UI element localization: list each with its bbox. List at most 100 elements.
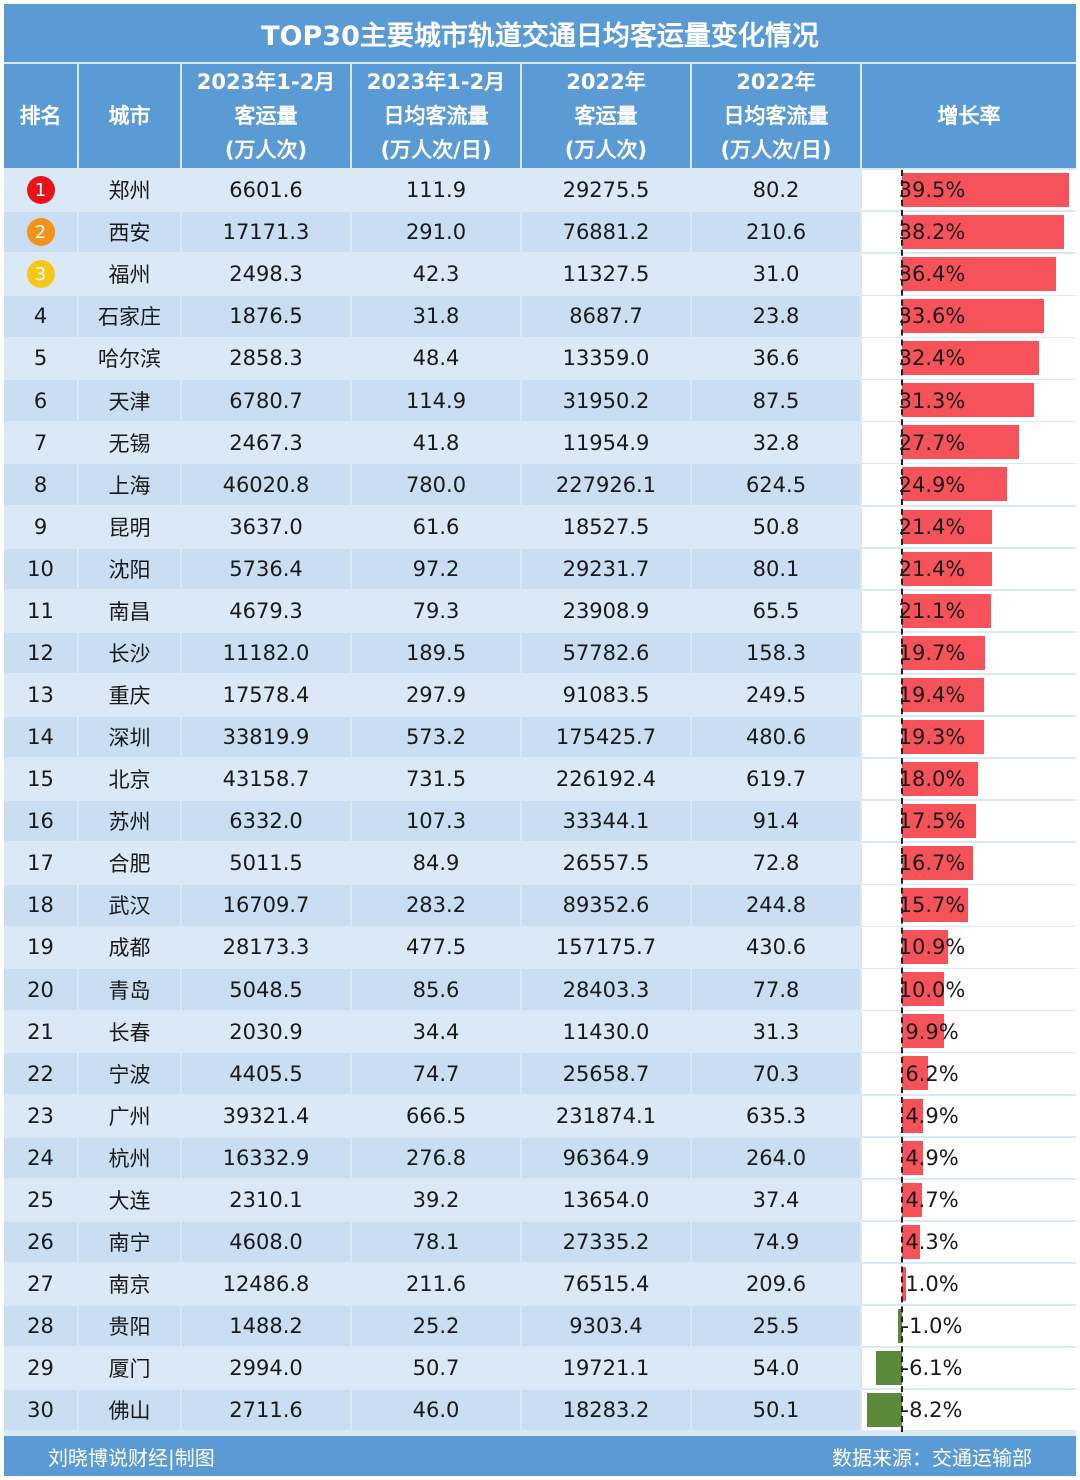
- daily-2023-cell: 291.0: [352, 212, 520, 253]
- growth-bar: [902, 846, 973, 881]
- city-cell: 无锡: [79, 422, 180, 463]
- table-row: 9 昆明 3637.0 61.6 18527.5 50.8 21.4%: [4, 506, 1076, 547]
- daily-2023-cell: 97.2: [352, 548, 520, 590]
- daily-2023-cell: 84.9: [352, 843, 520, 884]
- growth-label: 15.7%: [898, 893, 966, 918]
- growth-label: 38.2%: [898, 220, 966, 245]
- table-row: 29 厦门 2994.0 50.7 19721.1 54.0 -6.1%: [4, 1347, 1076, 1389]
- daily-2022-cell: 624.5: [692, 464, 860, 505]
- growth-bar: [902, 299, 1045, 334]
- volume-2022-cell: 19721.1: [522, 1347, 690, 1389]
- daily-2022-cell: 72.8: [692, 843, 860, 884]
- daily-2023-cell: 79.3: [352, 590, 520, 632]
- growth-bar: [876, 1350, 902, 1385]
- growth-bar: [902, 467, 1008, 502]
- daily-2023-cell: 477.5: [352, 927, 520, 968]
- city-cell: 哈尔滨: [79, 338, 180, 379]
- daily-2023-cell: 46.0: [352, 1390, 520, 1431]
- daily-2023-cell: 25.2: [352, 1305, 520, 1347]
- volume-2022-cell: 9303.4: [522, 1305, 690, 1347]
- volume-2023-cell: 16709.7: [182, 885, 350, 926]
- header-2022-daily: 2022年 日均客流量 (万人次/日): [692, 64, 860, 168]
- footer: 刘晓博说财经|制图 数据来源：交通运输部: [4, 1436, 1076, 1476]
- growth-cell: 1.0%: [862, 1263, 1076, 1305]
- table-row: 3 福州 2498.3 42.3 11327.5 31.0 36.4%: [4, 254, 1076, 295]
- volume-2022-cell: 29231.7: [522, 548, 690, 590]
- volume-2022-cell: 25658.7: [522, 1053, 690, 1094]
- volume-2022-cell: 76515.4: [522, 1263, 690, 1305]
- header-2022-daily-line3: (万人次/日): [720, 138, 832, 162]
- volume-2022-cell: 27335.2: [522, 1221, 690, 1263]
- volume-2022-cell: 8687.7: [522, 296, 690, 337]
- rank-cell: 15: [4, 758, 77, 800]
- table-row: 17 合肥 5011.5 84.9 26557.5 72.8 16.7%: [4, 843, 1076, 884]
- growth-label: 9.9%: [905, 1019, 959, 1044]
- table-header: 排名 城市 2023年1-2月 客运量 (万人次) 2023年1-2月 日均客流…: [4, 64, 1076, 168]
- table-row: 1 郑州 6601.6 111.9 29275.5 80.2 39.5%: [4, 170, 1076, 211]
- growth-bar: [902, 551, 993, 586]
- volume-2023-cell: 6332.0: [182, 801, 350, 842]
- growth-bar: [897, 1308, 902, 1343]
- volume-2022-cell: 13359.0: [522, 338, 690, 379]
- rank-cell: 6: [4, 380, 77, 421]
- volume-2022-cell: 33344.1: [522, 801, 690, 842]
- growth-label: 10.0%: [898, 977, 966, 1002]
- daily-2023-cell: 211.6: [352, 1263, 520, 1305]
- daily-2022-cell: 80.2: [692, 170, 860, 211]
- daily-2023-cell: 61.6: [352, 506, 520, 547]
- volume-2022-cell: 18283.2: [522, 1390, 690, 1431]
- volume-2022-cell: 57782.6: [522, 632, 690, 674]
- daily-2022-cell: 430.6: [692, 927, 860, 968]
- header-growth: 增长率: [862, 64, 1076, 168]
- rank-cell: 21: [4, 1011, 77, 1052]
- volume-2023-cell: 2498.3: [182, 254, 350, 295]
- table-row: 5 哈尔滨 2858.3 48.4 13359.0 36.6 32.4%: [4, 338, 1076, 379]
- volume-2022-cell: 157175.7: [522, 927, 690, 968]
- city-cell: 长沙: [79, 632, 180, 674]
- daily-2022-cell: 91.4: [692, 801, 860, 842]
- header-2023-daily-line2: 日均客流量: [383, 104, 489, 128]
- growth-cell: 24.9%: [862, 464, 1076, 505]
- volume-2022-cell: 227926.1: [522, 464, 690, 505]
- volume-2022-cell: 26557.5: [522, 843, 690, 884]
- city-cell: 南昌: [79, 590, 180, 632]
- growth-bar: [902, 972, 945, 1007]
- daily-2022-cell: 37.4: [692, 1179, 860, 1221]
- chart-title: TOP30主要城市轨道交通日均客运量变化情况: [4, 4, 1076, 62]
- volume-2022-cell: 23908.9: [522, 590, 690, 632]
- volume-2023-cell: 6780.7: [182, 380, 350, 421]
- volume-2023-cell: 16332.9: [182, 1137, 350, 1178]
- rank-cell: 26: [4, 1221, 77, 1263]
- header-2022-volume-line2: 客运量: [574, 104, 638, 128]
- rank-medal-badge: 2: [26, 218, 55, 247]
- daily-2023-cell: 31.8: [352, 296, 520, 337]
- growth-cell: 10.9%: [862, 927, 1076, 968]
- volume-2022-cell: 91083.5: [522, 674, 690, 716]
- rank-cell: 5: [4, 338, 77, 379]
- volume-2022-cell: 11430.0: [522, 1011, 690, 1052]
- daily-2022-cell: 31.0: [692, 254, 860, 295]
- growth-bar: [902, 509, 993, 544]
- volume-2023-cell: 5736.4: [182, 548, 350, 590]
- growth-bar: [902, 257, 1056, 292]
- growth-bar: [902, 173, 1069, 207]
- table-frame: TOP30主要城市轨道交通日均客运量变化情况 排名 城市 2023年1-2月 客…: [4, 4, 1076, 1476]
- growth-label: 19.7%: [898, 640, 966, 665]
- city-cell: 厦门: [79, 1347, 180, 1389]
- growth-label: 19.4%: [898, 683, 966, 708]
- rank-cell: 12: [4, 632, 77, 674]
- rank-cell: 14: [4, 716, 77, 758]
- rank-cell: 13: [4, 674, 77, 716]
- volume-2022-cell: 231874.1: [522, 1095, 690, 1136]
- header-2023-volume-line1: 2023年1-2月: [196, 70, 336, 94]
- rank-cell: 18: [4, 885, 77, 926]
- growth-label: 39.5%: [898, 178, 966, 203]
- growth-cell: 21.1%: [862, 590, 1076, 632]
- growth-label: 10.9%: [898, 935, 966, 960]
- rank-cell: 3: [4, 254, 77, 295]
- volume-2023-cell: 2467.3: [182, 422, 350, 463]
- city-cell: 北京: [79, 758, 180, 800]
- growth-bar: [902, 1140, 923, 1175]
- daily-2022-cell: 54.0: [692, 1347, 860, 1389]
- header-2023-volume: 2023年1-2月 客运量 (万人次): [182, 64, 350, 168]
